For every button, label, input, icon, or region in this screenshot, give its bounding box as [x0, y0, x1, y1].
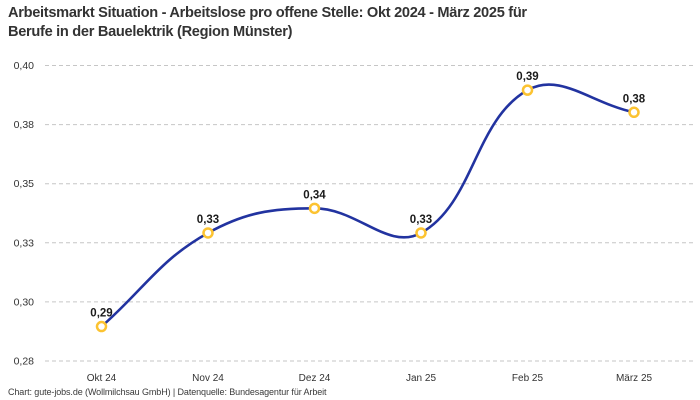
x-axis-tick-label: März 25 [616, 373, 653, 384]
y-axis-tick-label: 0,40 [14, 60, 35, 72]
x-axis-tick-label: Dez 24 [299, 373, 331, 384]
chart-attribution: Chart: gute-jobs.de (Wollmilchsau GmbH) … [8, 387, 327, 397]
x-axis-tick-label: Jan 25 [406, 373, 436, 384]
x-axis-tick-label: Feb 25 [512, 373, 544, 384]
data-point-label: 0,38 [623, 93, 646, 105]
chart-title-line2: Berufe in der Bauelektrik (Region Münste… [8, 24, 293, 40]
data-point-marker[interactable] [521, 84, 534, 96]
y-axis-tick-label: 0,33 [14, 237, 35, 249]
data-point-marker[interactable] [308, 202, 321, 215]
y-axis-tick-label: 0,35 [14, 178, 35, 190]
data-point-label: 0,29 [90, 308, 112, 320]
y-axis-tick-label: 0,28 [14, 356, 35, 368]
x-axis-tick-label: Nov 24 [192, 373, 224, 384]
data-point-marker[interactable] [202, 227, 214, 239]
data-point-marker[interactable] [628, 106, 640, 119]
data-point-label: 0,34 [303, 189, 326, 201]
x-axis-tick-label: Okt 24 [87, 373, 117, 384]
data-point-label: 0,39 [516, 71, 538, 83]
data-point-marker[interactable] [415, 227, 427, 239]
data-point-marker[interactable] [95, 320, 108, 333]
y-axis-tick-label: 0,38 [14, 119, 35, 131]
chart-title-line1: Arbeitsmarkt Situation - Arbeitslose pro… [8, 5, 527, 21]
y-axis-tick-label: 0,30 [14, 296, 35, 308]
chart-title: Arbeitsmarkt Situation - Arbeitslose pro… [8, 4, 527, 42]
data-point-label: 0,33 [197, 214, 219, 226]
data-point-label: 0,33 [410, 214, 432, 226]
series-line [100, 83, 636, 328]
